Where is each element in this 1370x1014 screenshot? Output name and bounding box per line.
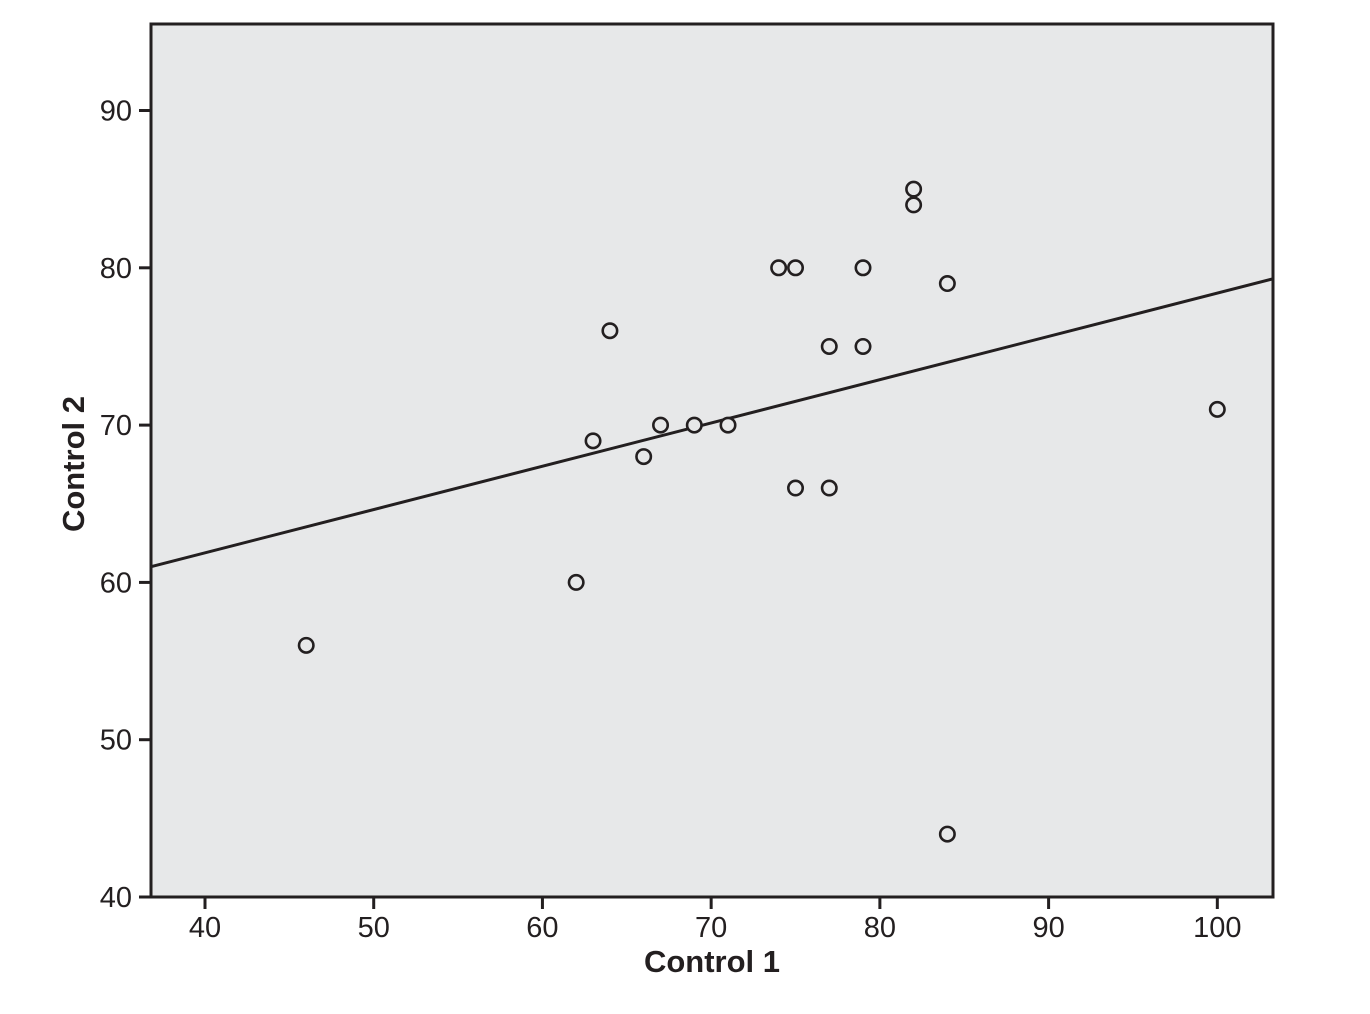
data-point bbox=[584, 432, 602, 450]
data-point bbox=[938, 275, 956, 293]
data-point bbox=[685, 416, 703, 434]
data-point bbox=[938, 825, 956, 843]
y-tick-label: 90 bbox=[100, 96, 132, 128]
data-point bbox=[787, 479, 805, 497]
data-point bbox=[787, 259, 805, 277]
x-axis-title: Control 1 bbox=[643, 944, 781, 979]
x-tick-label: 60 bbox=[526, 912, 558, 944]
y-axis-title: Control 2 bbox=[56, 395, 91, 533]
y-tick-label: 50 bbox=[100, 725, 132, 757]
data-point bbox=[297, 636, 315, 654]
x-tick-label: 100 bbox=[1193, 912, 1241, 944]
data-point bbox=[652, 416, 670, 434]
plot-background bbox=[151, 24, 1273, 897]
data-point bbox=[820, 479, 838, 497]
y-tick-label: 40 bbox=[100, 882, 132, 914]
data-point bbox=[854, 259, 872, 277]
y-tick-label: 70 bbox=[100, 410, 132, 442]
x-tick-label: 40 bbox=[189, 912, 221, 944]
y-tick-label: 80 bbox=[100, 253, 132, 285]
data-point bbox=[770, 259, 788, 277]
data-point bbox=[719, 416, 737, 434]
data-point bbox=[601, 322, 619, 340]
data-point bbox=[635, 448, 653, 466]
x-tick-label: 90 bbox=[1032, 912, 1064, 944]
fit-line bbox=[150, 277, 1274, 569]
data-point bbox=[820, 337, 838, 355]
data-point bbox=[905, 180, 923, 198]
y-tick-label: 60 bbox=[100, 567, 132, 599]
data-point bbox=[905, 196, 923, 214]
data-point bbox=[567, 573, 585, 591]
x-tick-label: 50 bbox=[358, 912, 390, 944]
x-tick-label: 70 bbox=[695, 912, 727, 944]
x-tick-label: 80 bbox=[864, 912, 896, 944]
data-point bbox=[1208, 400, 1226, 418]
data-point bbox=[854, 337, 872, 355]
